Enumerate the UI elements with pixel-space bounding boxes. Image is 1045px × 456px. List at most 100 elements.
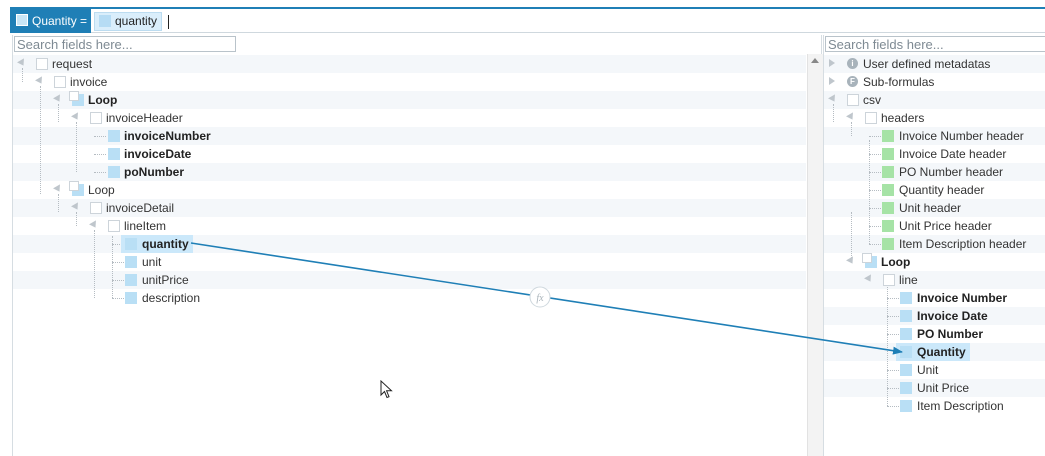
- collapse-arrow-icon[interactable]: [827, 95, 839, 105]
- group-icon: [865, 112, 877, 124]
- node-label: Unit Price: [917, 381, 970, 395]
- tree-node-lineitem[interactable]: lineItem: [88, 217, 288, 235]
- tree-node-ponumber[interactable]: poNumber: [108, 163, 308, 181]
- tree-node-user-defined-metadatas[interactable]: i User defined metadatas: [827, 55, 1045, 73]
- node-label: unit: [142, 255, 162, 269]
- group-icon: [90, 202, 102, 214]
- row-stripe: [13, 55, 806, 73]
- collapse-arrow-icon[interactable]: [845, 257, 857, 267]
- field-icon: [108, 130, 120, 142]
- tree-node-quantity-header[interactable]: Quantity header: [882, 181, 1045, 199]
- node-label: Invoice Date: [917, 309, 988, 323]
- target-search-input[interactable]: [825, 36, 1045, 52]
- scroll-up-arrow-icon[interactable]: [811, 58, 819, 63]
- tree-node-request[interactable]: request: [16, 55, 216, 73]
- tree-node-invoice[interactable]: invoice: [34, 73, 234, 91]
- node-label: PO Number: [917, 327, 984, 341]
- tree-node-invoicedetail[interactable]: invoiceDetail: [70, 199, 270, 217]
- tree-node-unit-header[interactable]: Unit header: [882, 199, 1045, 217]
- field-icon: [900, 364, 912, 376]
- field-icon: [882, 148, 894, 160]
- tree-node-item-description[interactable]: Item Description: [900, 397, 1045, 415]
- collapse-arrow-icon[interactable]: [845, 113, 857, 123]
- node-label: invoice: [70, 75, 108, 89]
- node-label: csv: [863, 93, 881, 107]
- tree-node-invoice-date-header[interactable]: Invoice Date header: [882, 145, 1045, 163]
- group-icon: [847, 94, 859, 106]
- collapse-arrow-icon[interactable]: [70, 113, 82, 123]
- node-label: invoiceHeader: [106, 111, 183, 125]
- tree-guide: [887, 370, 899, 371]
- node-label: quantity: [142, 237, 189, 251]
- formula-token[interactable]: quantity: [94, 12, 163, 31]
- tree-node-unit-price-header[interactable]: Unit Price header: [882, 217, 1045, 235]
- loop-icon: [69, 91, 84, 106]
- tree-guide: [112, 244, 124, 245]
- expand-arrow-icon[interactable]: [827, 77, 839, 87]
- row-stripe: [824, 127, 1045, 145]
- field-icon: [882, 166, 894, 178]
- collapse-arrow-icon[interactable]: [52, 185, 64, 195]
- tree-node-invoice-date[interactable]: Invoice Date: [900, 307, 1045, 325]
- tree-node-quantity[interactable]: Quantity: [896, 343, 970, 361]
- tree-guide: [94, 154, 106, 155]
- node-label: Invoice Number: [917, 291, 1008, 305]
- tree-node-invoice-number-header[interactable]: Invoice Number header: [882, 127, 1045, 145]
- collapse-arrow-icon[interactable]: [863, 275, 875, 285]
- tree-node-loop[interactable]: Loop: [52, 91, 252, 109]
- field-icon: [882, 202, 894, 214]
- group-icon: [54, 76, 66, 88]
- node-label: Sub-formulas: [863, 75, 935, 89]
- target-tree-panel: [823, 35, 1045, 456]
- tree-node-po-number-header[interactable]: PO Number header: [882, 163, 1045, 181]
- tree-node-invoicedate[interactable]: invoiceDate: [108, 145, 308, 163]
- field-icon: [882, 220, 894, 232]
- tree-node-invoice-number[interactable]: Invoice Number: [900, 289, 1045, 307]
- tree-node-unit[interactable]: Unit: [900, 361, 1045, 379]
- node-label: Unit Price header: [899, 219, 992, 233]
- tree-guide: [887, 388, 899, 389]
- field-icon: [900, 400, 912, 412]
- collapse-arrow-icon[interactable]: [16, 59, 28, 69]
- tree-node-item-description-header[interactable]: Item Description header: [882, 235, 1045, 253]
- node-label: invoiceDetail: [106, 201, 175, 215]
- field-icon: [125, 238, 137, 250]
- tree-node-po-number[interactable]: PO Number: [900, 325, 1045, 343]
- tree-node-unit[interactable]: unit: [125, 253, 325, 271]
- tree-guide: [112, 262, 124, 263]
- tree-node-unit-price[interactable]: Unit Price: [900, 379, 1045, 397]
- tree-node-quantity[interactable]: quantity: [121, 235, 193, 253]
- tree-node-loop[interactable]: Loop: [52, 181, 252, 199]
- formula-icon: F: [847, 76, 858, 87]
- collapse-arrow-icon[interactable]: [34, 77, 46, 87]
- tree-node-sub-formulas[interactable]: F Sub-formulas: [827, 73, 1045, 91]
- row-stripe: [824, 199, 1045, 217]
- source-search-input[interactable]: [14, 36, 236, 52]
- tree-node-invoicenumber[interactable]: invoiceNumber: [108, 127, 308, 145]
- tree-node-invoiceheader[interactable]: invoiceHeader: [70, 109, 270, 127]
- tree-node-description[interactable]: description: [125, 289, 325, 307]
- collapse-arrow-icon[interactable]: [52, 95, 64, 105]
- formula-bar[interactable]: Quantity = quantity: [10, 7, 1045, 33]
- tree-guide: [76, 212, 77, 226]
- row-stripe: [13, 163, 806, 181]
- tree-node-csv[interactable]: csv: [827, 91, 1045, 109]
- scrollbar[interactable]: [807, 54, 823, 456]
- field-icon: [900, 382, 912, 394]
- node-label: Invoice Number header: [899, 129, 1024, 143]
- tree-node-headers[interactable]: headers: [845, 109, 1045, 127]
- field-icon: [108, 148, 120, 160]
- collapse-arrow-icon[interactable]: [70, 203, 82, 213]
- tree-guide: [94, 136, 106, 137]
- expand-arrow-icon[interactable]: [827, 59, 839, 69]
- tree-node-loop[interactable]: Loop: [845, 253, 1045, 271]
- tree-guide: [887, 334, 899, 335]
- node-label: Item Description: [917, 399, 1004, 413]
- formula-token-label: quantity: [115, 14, 158, 28]
- node-label: request: [52, 57, 93, 71]
- field-icon: [125, 256, 137, 268]
- node-label: Quantity: [917, 345, 966, 359]
- collapse-arrow-icon[interactable]: [88, 221, 100, 231]
- tree-node-unitprice[interactable]: unitPrice: [125, 271, 325, 289]
- tree-node-line[interactable]: line: [863, 271, 1045, 289]
